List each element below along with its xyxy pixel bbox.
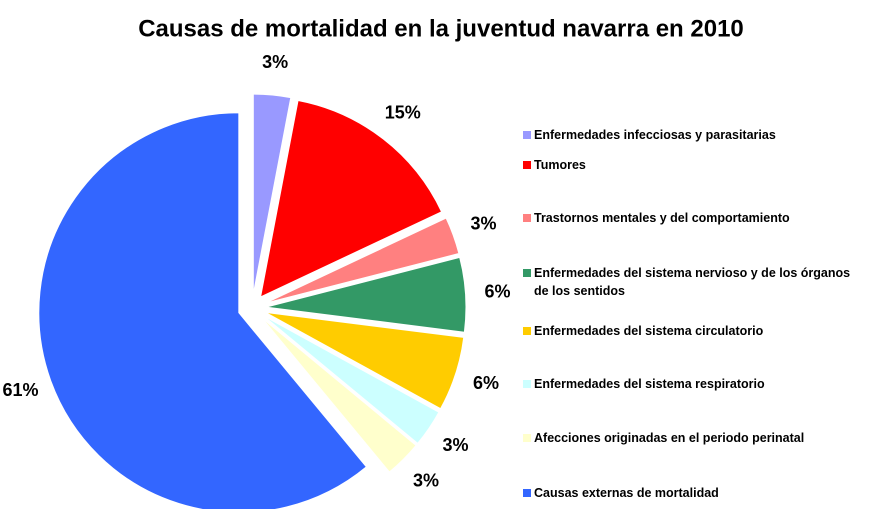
data-label: 15% — [385, 102, 421, 122]
pie-slice — [38, 112, 368, 509]
legend-item: Afecciones originadas en el periodo peri… — [523, 429, 868, 447]
pie-slice — [264, 217, 460, 304]
legend-item: Enfermedades del sistema circulatorio — [523, 322, 868, 340]
legend-swatch — [523, 269, 531, 277]
legend-item: Tumores — [523, 156, 868, 174]
pie-slice — [252, 93, 292, 295]
data-label: 61% — [3, 380, 39, 400]
legend-swatch — [523, 214, 531, 222]
legend-item: Enfermedades del sistema respiratorio — [523, 375, 868, 393]
pie-slice — [259, 99, 443, 298]
pie-slice — [265, 311, 465, 410]
legend-label: Enfermedades del sistema nervioso y de l… — [534, 266, 851, 298]
data-label: 3% — [470, 213, 496, 233]
data-label: 3% — [413, 471, 439, 491]
legend-swatch — [523, 380, 531, 388]
chart-title: Causas de mortalidad en la juventud nava… — [138, 15, 744, 42]
legend-item: Trastornos mentales y del comportamiento — [523, 209, 868, 227]
data-label: 3% — [442, 435, 468, 455]
pie-slice — [265, 256, 467, 333]
legend-swatch — [523, 434, 531, 442]
data-label: 6% — [473, 373, 499, 393]
legend-label: Enfermedades infecciosas y parasitarias — [534, 128, 776, 142]
pie-slice — [263, 315, 440, 445]
legend-label: Enfermedades del sistema circulatorio — [534, 324, 764, 338]
legend-swatch — [523, 131, 531, 139]
legend-item: Enfermedades del sistema nervioso y de l… — [523, 264, 868, 300]
pie-slice — [261, 317, 417, 473]
legend-swatch — [523, 327, 531, 335]
legend-label: Trastornos mentales y del comportamiento — [534, 211, 790, 225]
data-label: 3% — [262, 52, 288, 72]
legend-swatch — [523, 489, 531, 497]
legend-swatch — [523, 161, 531, 169]
data-label: 6% — [485, 281, 511, 301]
legend-item: Enfermedades infecciosas y parasitarias — [523, 126, 868, 144]
legend-label: Afecciones originadas en el periodo peri… — [534, 431, 805, 445]
legend-label: Causas externas de mortalidad — [534, 486, 719, 500]
legend-label: Tumores — [534, 158, 586, 172]
legend-item: Causas externas de mortalidad — [523, 484, 868, 502]
legend-label: Enfermedades del sistema respiratorio — [534, 377, 765, 391]
